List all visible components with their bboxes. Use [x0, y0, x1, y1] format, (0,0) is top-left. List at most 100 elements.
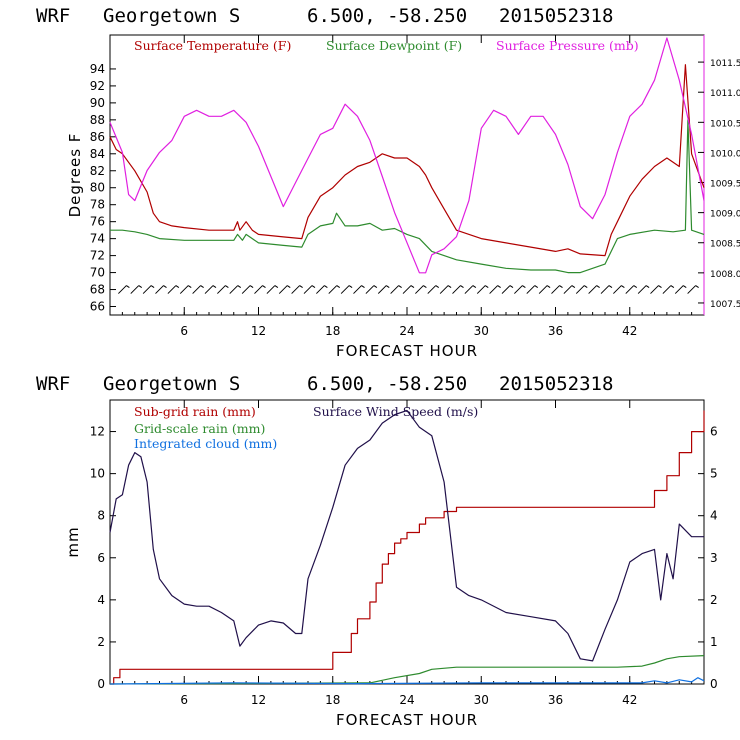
- wind-barb: [278, 285, 291, 294]
- wind-barb: [427, 285, 440, 294]
- series-line-subgrid-rain: [110, 410, 705, 685]
- wind-barb: [217, 285, 229, 294]
- y-tick-label: 94: [90, 62, 105, 76]
- x-tick-label: 24: [399, 693, 414, 707]
- y2-tick-label: 2: [710, 593, 718, 607]
- wind-barb: [316, 285, 328, 294]
- x-tick-label: 18: [325, 324, 340, 338]
- temperature-panel: WRF Georgetown S 6.500, -58.250 2015052318 6…: [36, 5, 740, 360]
- wind-barb: [687, 285, 699, 294]
- y-tick-label: 78: [90, 198, 105, 212]
- y2-tick-label: 1011.0: [710, 89, 740, 99]
- y2-tick-label: 1: [710, 635, 718, 649]
- header-model: WRF: [36, 5, 70, 27]
- header-init-time: 2015052318: [499, 5, 613, 27]
- wind-barb: [613, 285, 625, 294]
- y2-tick-label: 5: [710, 467, 718, 481]
- wind-barb: [514, 285, 526, 294]
- series-line-pressure: [109, 37, 705, 274]
- wind-barb: [377, 285, 390, 294]
- y-tick-label: 66: [90, 300, 105, 314]
- y-tick-label: 6: [97, 551, 105, 565]
- x-tick-label: 12: [251, 324, 266, 338]
- legend-entry: Grid-scale rain (mm): [134, 421, 265, 436]
- y2-tick-label: 1008.0: [710, 270, 740, 280]
- wind-barb: [167, 285, 180, 294]
- wind-barb: [130, 285, 143, 294]
- x-tick-label: 36: [548, 324, 563, 338]
- x-axis-title: FORECAST HOUR: [336, 342, 478, 360]
- y2-tick-label: 1008.5: [710, 240, 740, 250]
- y2-tick-label: 1010.5: [710, 119, 740, 129]
- wind-barb: [464, 285, 477, 294]
- header-init-time: 2015052318: [499, 373, 613, 395]
- y-tick-label: 80: [90, 181, 105, 195]
- x-tick-label: 30: [474, 693, 489, 707]
- wind-barb: [674, 285, 687, 294]
- precipitation-panel: WRF Georgetown S 6.500, -58.250 2015052318 6…: [36, 373, 718, 729]
- y2-tick-label: 1011.5: [710, 59, 740, 69]
- wind-barb: [328, 285, 341, 294]
- wind-barb: [526, 285, 539, 294]
- y2-tick-label: 1007.5: [710, 300, 740, 310]
- wind-barb: [452, 285, 464, 294]
- series-line-cloud: [109, 677, 705, 685]
- wind-barb: [390, 285, 402, 294]
- header-coords: 6.500, -58.250: [307, 5, 467, 27]
- wind-barb: [402, 285, 415, 294]
- wind-barb: [439, 285, 452, 294]
- header-coords: 6.500, -58.250: [307, 373, 467, 395]
- y2-tick-label: 1010.0: [710, 149, 740, 159]
- wind-barb: [179, 285, 192, 294]
- legend-entry: Sub-grid rain (mm): [134, 404, 256, 419]
- wind-barb: [662, 285, 675, 294]
- series-line-gridscale-rain: [109, 655, 705, 685]
- y2-tick-label: 3: [710, 551, 718, 565]
- wind-barb: [365, 285, 378, 294]
- header-station: Georgetown S: [103, 5, 240, 27]
- y-tick-label: 0: [97, 677, 105, 691]
- x-tick-label: 24: [399, 324, 414, 338]
- wind-barb: [192, 285, 204, 294]
- wind-barb: [575, 285, 588, 294]
- wind-barb: [291, 285, 303, 294]
- wind-barb: [303, 285, 316, 294]
- y-tick-label: 10: [90, 467, 105, 481]
- x-tick-label: 42: [622, 693, 637, 707]
- legend-entry: Integrated cloud (mm): [134, 436, 277, 451]
- wind-barb: [254, 285, 266, 294]
- x-tick-label: 36: [548, 693, 563, 707]
- series-line-wind-speed: [109, 409, 704, 662]
- y2-tick-label: 4: [710, 509, 718, 523]
- header-model: WRF: [36, 373, 70, 395]
- wind-barb: [588, 285, 600, 294]
- y2-tick-label: 6: [710, 425, 718, 439]
- y-tick-label: 92: [90, 79, 105, 93]
- header-station: Georgetown S: [103, 373, 240, 395]
- legend-entry: Surface Pressure (mb): [496, 38, 639, 53]
- y-tick-label: 86: [90, 130, 105, 144]
- series-line-dewpoint: [110, 119, 705, 274]
- x-axis-title: FORECAST HOUR: [336, 711, 478, 729]
- wind-barb: [476, 285, 489, 294]
- y-tick-label: 2: [97, 635, 105, 649]
- y-tick-label: 74: [90, 232, 105, 246]
- wind-barb: [415, 285, 427, 294]
- wind-barb: [538, 285, 551, 294]
- legend-entry: Surface Wind Speed (m/s): [313, 404, 478, 419]
- y-tick-label: 72: [90, 249, 105, 263]
- y-tick-label: 12: [90, 425, 105, 439]
- wind-barb: [353, 285, 365, 294]
- y-axis-title: mm: [64, 526, 82, 557]
- wind-barb: [563, 285, 576, 294]
- legend-entry: Surface Dewpoint (F): [326, 38, 462, 53]
- wind-barb: [155, 285, 167, 294]
- wind-barb: [241, 285, 254, 294]
- x-tick-label: 30: [474, 324, 489, 338]
- x-tick-label: 42: [622, 324, 637, 338]
- legend-entry: Surface Temperature (F): [134, 38, 291, 53]
- wind-barb: [229, 285, 242, 294]
- y2-tick-label: 1009.0: [710, 210, 740, 220]
- wind-barb: [551, 285, 563, 294]
